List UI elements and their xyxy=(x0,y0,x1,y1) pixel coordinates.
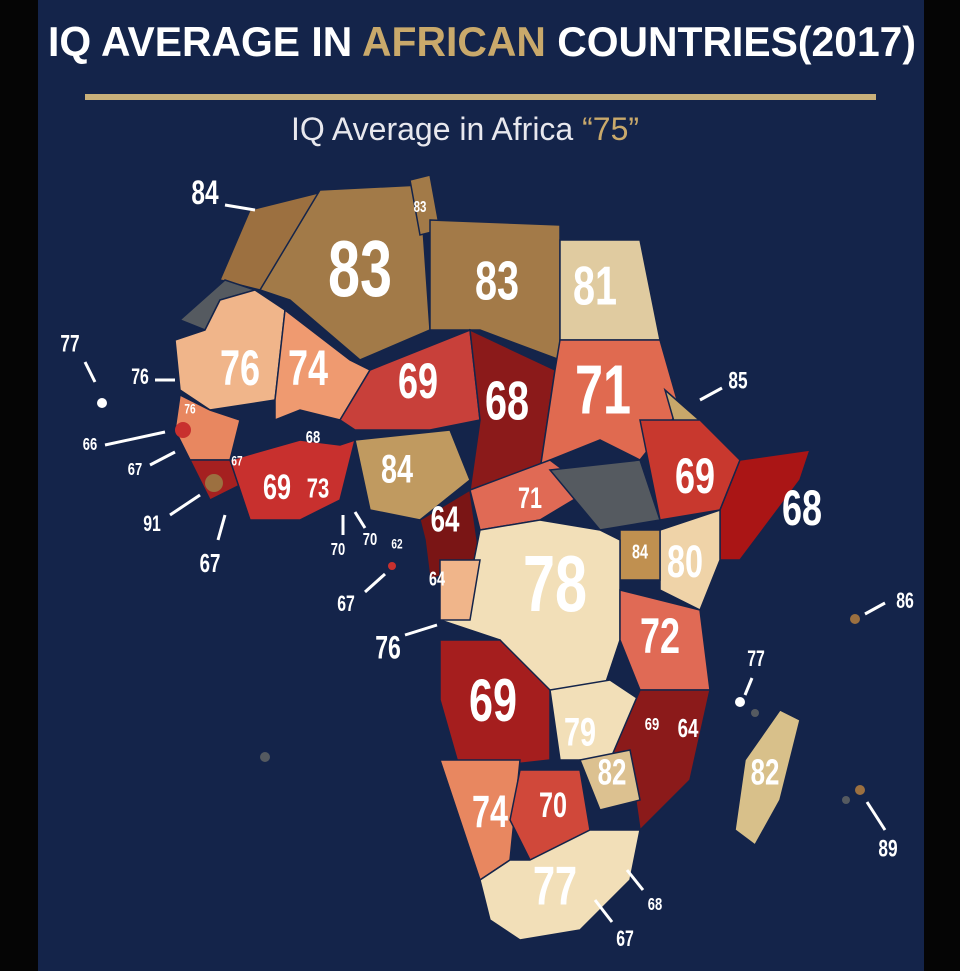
value-label: 64 xyxy=(429,567,445,590)
value-label: 68 xyxy=(306,428,321,448)
value-label: 71 xyxy=(575,350,631,428)
region xyxy=(439,639,551,771)
subtitle: IQ Average in Africa “75” xyxy=(291,111,639,147)
value-label: 77 xyxy=(533,856,577,917)
leader xyxy=(404,623,438,637)
value-label: 70 xyxy=(331,540,346,560)
value-label: 73 xyxy=(307,473,329,504)
island xyxy=(205,474,223,492)
region xyxy=(229,438,357,521)
value-label: 91 xyxy=(143,512,161,536)
island xyxy=(855,785,865,795)
leader xyxy=(169,493,201,517)
value-label: 76 xyxy=(131,365,149,389)
island xyxy=(388,562,396,570)
region xyxy=(439,559,481,621)
value-label: 83 xyxy=(475,251,519,312)
region xyxy=(354,429,471,521)
value-label: 67 xyxy=(231,453,242,469)
leader xyxy=(353,511,367,529)
leader xyxy=(699,386,723,402)
subtitle-text: IQ Average in Africa xyxy=(291,111,582,147)
value-label: 64 xyxy=(431,499,460,539)
island xyxy=(751,709,759,717)
value-label: 76 xyxy=(220,342,260,397)
title-highlight: AFRICAN xyxy=(362,18,546,65)
value-label: 67 xyxy=(616,927,634,951)
islands xyxy=(97,398,865,804)
value-label: 72 xyxy=(640,610,680,665)
value-label: 64 xyxy=(678,713,699,743)
value-label: 81 xyxy=(573,256,617,317)
value-label: 78 xyxy=(523,539,587,629)
region xyxy=(429,219,561,362)
value-label: 84 xyxy=(632,540,648,563)
value-label: 85 xyxy=(728,368,748,394)
island xyxy=(260,752,270,762)
island xyxy=(850,614,860,624)
region xyxy=(578,749,641,811)
value-label: 70 xyxy=(363,530,378,550)
countries xyxy=(174,174,812,941)
value-label: 67 xyxy=(200,548,221,578)
leader xyxy=(363,572,387,594)
value-label: 67 xyxy=(337,592,355,616)
island xyxy=(842,796,850,804)
value-label: 69 xyxy=(675,450,715,505)
value-label: 68 xyxy=(782,482,822,537)
leader xyxy=(83,361,97,383)
value-label: 76 xyxy=(184,401,195,417)
leader xyxy=(743,677,754,696)
value-label: 76 xyxy=(375,630,401,666)
value-label: 84 xyxy=(381,447,414,492)
value-label: 77 xyxy=(747,647,765,671)
value-label: 79 xyxy=(564,710,596,755)
island xyxy=(97,398,107,408)
value-label: 82 xyxy=(598,752,627,792)
title-part: IQ AVERAGE IN xyxy=(48,18,362,65)
leaders xyxy=(83,203,887,923)
leader xyxy=(625,869,645,891)
region xyxy=(734,709,801,847)
value-label: 70 xyxy=(539,786,567,825)
leader xyxy=(216,514,227,541)
value-label: 67 xyxy=(128,460,143,480)
value-label: 86 xyxy=(896,589,914,613)
value-label: 68 xyxy=(485,371,529,432)
island xyxy=(735,697,745,707)
value-label: 83 xyxy=(414,197,427,215)
subtitle-highlight: “75” xyxy=(582,111,639,147)
value-label: 66 xyxy=(83,435,98,455)
leader xyxy=(864,601,886,616)
value-label: 69 xyxy=(263,468,291,507)
value-label: 83 xyxy=(328,224,392,314)
value-label: 80 xyxy=(667,538,703,587)
island xyxy=(175,422,191,438)
value-label: 69 xyxy=(398,355,438,410)
value-label: 69 xyxy=(469,668,517,735)
value-label: 71 xyxy=(518,480,542,514)
value-label: 74 xyxy=(288,342,328,397)
leader xyxy=(149,450,176,467)
value-label: 69 xyxy=(645,715,660,735)
region xyxy=(274,308,372,422)
value-label: 89 xyxy=(878,836,897,862)
leader xyxy=(593,899,614,923)
value-label: 84 xyxy=(191,174,219,212)
leader xyxy=(104,430,166,447)
leader xyxy=(224,203,256,212)
value-label: 77 xyxy=(60,331,79,357)
value-label: 62 xyxy=(391,536,402,552)
title-part: COUNTRIES(2017) xyxy=(546,18,916,65)
region xyxy=(479,829,641,941)
title: IQ AVERAGE IN AFRICAN COUNTRIES(2017) xyxy=(48,18,916,65)
value-label: 68 xyxy=(648,895,663,915)
value-labels: 84 83 83 83 81 77 76 76 74 69 68 71 85 76 66 68 67 67 84 69… xyxy=(60,174,913,951)
leader xyxy=(865,801,887,831)
value-label: 74 xyxy=(472,788,508,837)
value-label: 82 xyxy=(751,752,780,792)
